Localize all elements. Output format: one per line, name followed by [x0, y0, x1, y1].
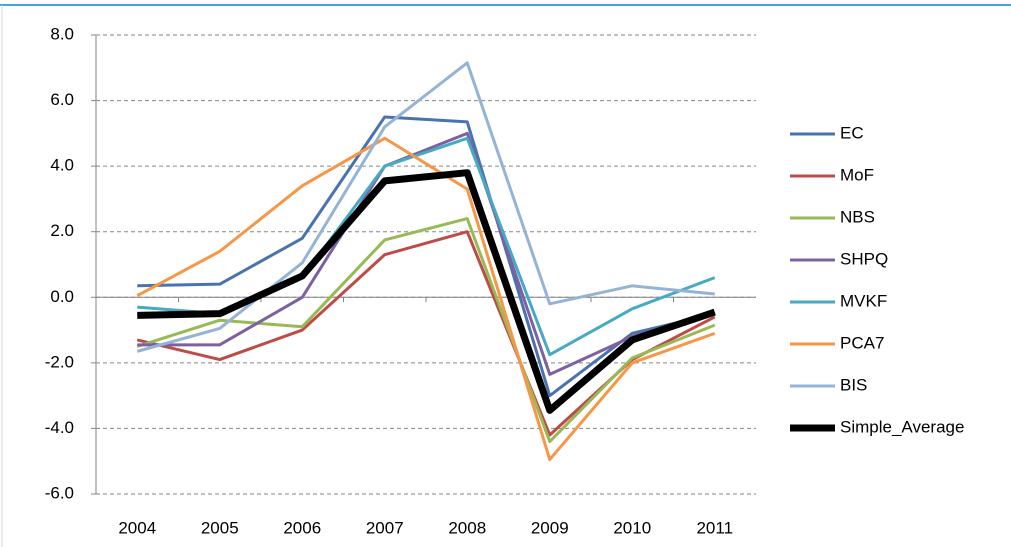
y-tick-label: 0.0 — [50, 287, 74, 306]
legend-label: SHPQ — [840, 249, 888, 268]
x-tick-label: 2006 — [283, 518, 321, 537]
y-tick-label: -6.0 — [45, 483, 74, 502]
legend-label: BIS — [840, 375, 867, 394]
y-tick-label: 2.0 — [50, 221, 74, 240]
series-line — [136, 136, 716, 462]
series-line — [136, 217, 716, 444]
x-tick-label: 2005 — [201, 518, 239, 537]
series-line — [136, 61, 715, 353]
x-tick-label: 2008 — [448, 518, 486, 537]
series-line — [137, 169, 716, 414]
y-tick-label: -2.0 — [45, 352, 74, 371]
series-line — [136, 230, 716, 437]
legend-label: MVKF — [840, 291, 887, 310]
legend-label: Simple_Average — [840, 417, 964, 436]
x-tick-label: 2009 — [531, 518, 569, 537]
x-tick-label: 2011 — [696, 518, 733, 537]
series-line — [137, 131, 716, 376]
series-line — [137, 115, 716, 398]
y-tick-label: 8.0 — [50, 24, 74, 43]
legend-label: NBS — [840, 207, 875, 226]
legend-label: EC — [840, 123, 864, 142]
y-tick-label: 6.0 — [50, 90, 74, 109]
legend-label: PCA7 — [840, 333, 884, 352]
x-tick-label: 2007 — [366, 518, 404, 537]
y-tick-label: -4.0 — [45, 418, 74, 437]
legend-label: MoF — [840, 165, 874, 184]
y-tick-label: 4.0 — [50, 156, 74, 175]
x-tick-label: 2004 — [118, 518, 156, 537]
x-tick-label: 2010 — [613, 518, 651, 537]
